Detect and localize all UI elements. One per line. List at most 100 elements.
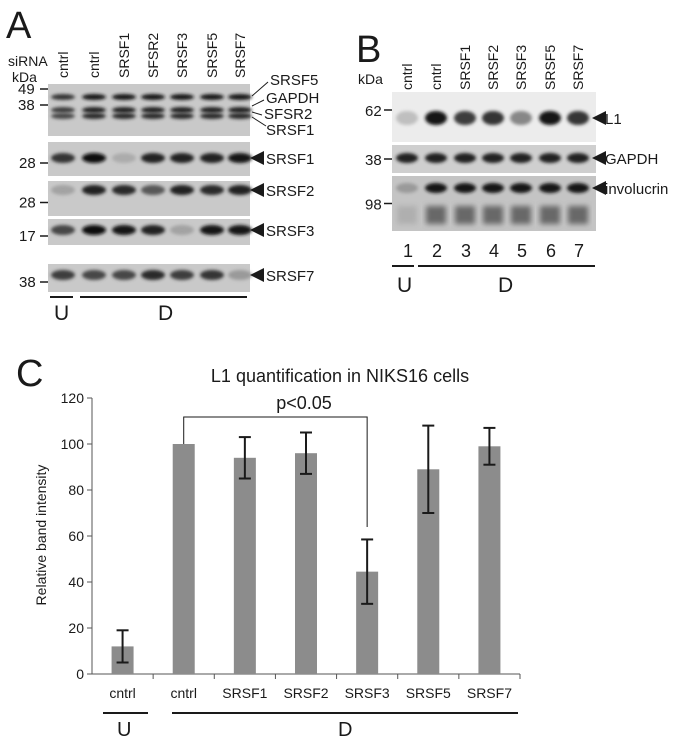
- panel-b-lane-labels: cntrl cntrl SRSF1 SRSF2 SRSF3 SRSF5 SRSF7: [399, 45, 586, 90]
- panel-a-blot-band: [170, 185, 194, 195]
- sirna-label: siRNA: [8, 53, 48, 69]
- y-tick-label: 60: [68, 528, 84, 544]
- bar-5: [356, 571, 379, 674]
- panel-a-blot-band: [141, 153, 165, 163]
- x-tick-label: cntrl: [170, 685, 196, 701]
- panel-b-smear: [483, 206, 503, 224]
- panel-a-blot-band: [200, 94, 224, 100]
- panel-b-smear: [568, 206, 588, 224]
- protein-label: SRSF3: [266, 223, 314, 240]
- label-leader: [251, 99, 265, 107]
- panel-a-blot-band: [51, 113, 75, 119]
- panel-c-letter: C: [16, 353, 43, 395]
- chart-title: L1 quantification in NIKS16 cells: [211, 366, 469, 386]
- panel-b-blot-band: [454, 111, 476, 125]
- panel-b-blot-band: [425, 153, 447, 163]
- panel-b-smear: [511, 206, 531, 224]
- bar-chart: 0 20 40 60 80 100 120 cntrl cntrl SRSF1 SRSF2 SRSF3…: [61, 390, 521, 701]
- panel-a-blot-band: [51, 94, 75, 100]
- panel-a-blot-band: [51, 270, 75, 280]
- panel-b-blot-band: [510, 153, 532, 163]
- panel-b-blot-band: [567, 111, 589, 125]
- panel-b-blot-band: [425, 183, 447, 193]
- panel-b-group-u: U: [397, 274, 412, 297]
- panel-b-smear: [426, 206, 446, 224]
- panel-a-blot-band: [112, 113, 136, 119]
- panel-a-lane-label: SRSF1: [116, 33, 132, 78]
- panel-a-group-d: D: [158, 302, 173, 325]
- panel-a-blot-band: [112, 94, 136, 100]
- panel-b-blot-band: [396, 153, 418, 163]
- panel-a-blot-band: [170, 94, 194, 100]
- panel-b-blot-band: [482, 183, 504, 193]
- panel-a-lane-labels: cntrl cntrl SRSF1 SFSR2 SRSF3 SRSF5 SRSF7: [55, 33, 248, 78]
- protein-label: L1: [605, 111, 622, 128]
- panel-b-lane-label: SRSF1: [457, 45, 473, 90]
- protein-label: SFSR2: [264, 106, 312, 123]
- y-tick-label: 20: [68, 620, 84, 636]
- panel-a-blot-band: [51, 225, 75, 235]
- panel-a-lane-label: SRSF5: [204, 33, 220, 78]
- panel-b-lane-label: SRSF7: [570, 45, 586, 90]
- panel-b-blot-band: [510, 183, 532, 193]
- panel-a-blot-band: [82, 225, 106, 235]
- panel-a-blot-band: [228, 225, 252, 235]
- panel-b-blots: 62 L1 38 GAPDH 98 involucrin: [365, 92, 668, 231]
- protein-label: GAPDH: [266, 90, 319, 107]
- panel-b-blot-band: [539, 153, 561, 163]
- y-axis-label: Relative band intensity: [33, 465, 49, 606]
- panel-a-blot-band: [200, 185, 224, 195]
- arrowhead-icon: [250, 268, 264, 282]
- panel-a-blot-band: [200, 107, 224, 113]
- panel-a-lane-label: SFSR2: [145, 33, 161, 78]
- panel-b-smear: [455, 206, 475, 224]
- panel-a-blot-band: [200, 113, 224, 119]
- panel-a-blot-band: [112, 107, 136, 113]
- kda-marker: 38: [19, 274, 36, 291]
- panel-a-blot-band: [112, 185, 136, 195]
- panel-a-blot-band: [141, 225, 165, 235]
- bar-3: [233, 457, 256, 674]
- arrowhead-icon: [592, 151, 606, 165]
- panel-a-group-u: U: [54, 302, 69, 325]
- lane-number: 4: [489, 241, 499, 261]
- bar-4: [295, 453, 317, 674]
- panel-a-blot-band: [82, 113, 106, 119]
- panel-b-blot-2: 38 GAPDH: [365, 145, 658, 173]
- panel-b-lane-label: cntrl: [428, 64, 444, 90]
- panel-a-blot-band: [51, 185, 75, 195]
- panel-a-blot-band: [112, 225, 136, 235]
- panel-b-blot-band: [396, 183, 418, 193]
- panel-a-blot-band: [228, 94, 252, 100]
- panel-b: B kDa cntrl cntrl SRSF1 SRSF2 SRSF3 SRSF5 SRSF…: [356, 29, 668, 297]
- panel-a-blot-band: [141, 107, 165, 113]
- panel-a-blot-band: [141, 94, 165, 100]
- kda-marker: 28: [19, 155, 36, 172]
- label-leader: [251, 81, 269, 97]
- lane-number: 6: [546, 241, 556, 261]
- panel-a-blot-band: [141, 270, 165, 280]
- panel-a-blot-band: [170, 153, 194, 163]
- panel-a-blot-band: [51, 153, 75, 163]
- arrowhead-icon: [250, 151, 264, 165]
- panel-b-blot-band: [482, 153, 504, 163]
- panel-a-blot-band: [112, 270, 136, 280]
- panel-a-blot-band: [82, 107, 106, 113]
- panel-a-lane-label: cntrl: [86, 52, 102, 78]
- protein-label: SRSF2: [266, 183, 314, 200]
- panel-b-kda-label: kDa: [358, 71, 383, 87]
- panel-b-blot-3: 98 involucrin: [365, 176, 668, 231]
- y-tick-label: 120: [61, 390, 85, 406]
- panel-b-blot-band: [425, 111, 447, 125]
- x-tick-label: SRSF2: [283, 685, 328, 701]
- panel-a-letter: A: [6, 5, 32, 47]
- protein-label: SRSF7: [266, 268, 314, 285]
- panel-b-blot-1: 62 L1: [365, 92, 622, 142]
- arrowhead-icon: [592, 111, 606, 125]
- kda-marker: 28: [19, 195, 36, 212]
- panel-b-blot-band: [396, 111, 418, 125]
- panel-a-blot-band: [82, 270, 106, 280]
